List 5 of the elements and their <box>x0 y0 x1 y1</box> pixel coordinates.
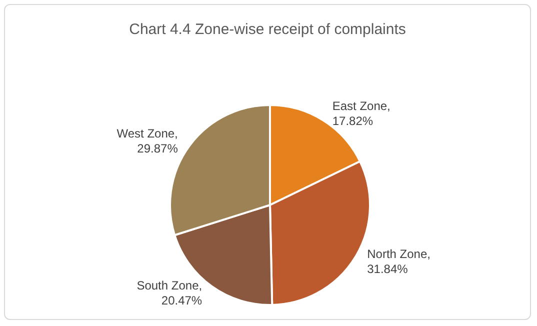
slice-label: South Zone, 20.47% <box>136 278 202 308</box>
chart-title: Chart 4.4 Zone-wise receipt of complaints <box>129 21 406 38</box>
slice-label: East Zone, 17.82% <box>332 98 390 128</box>
slice-label: North Zone, 31.84% <box>367 246 430 276</box>
slice-label: West Zone, 29.87% <box>116 126 178 156</box>
